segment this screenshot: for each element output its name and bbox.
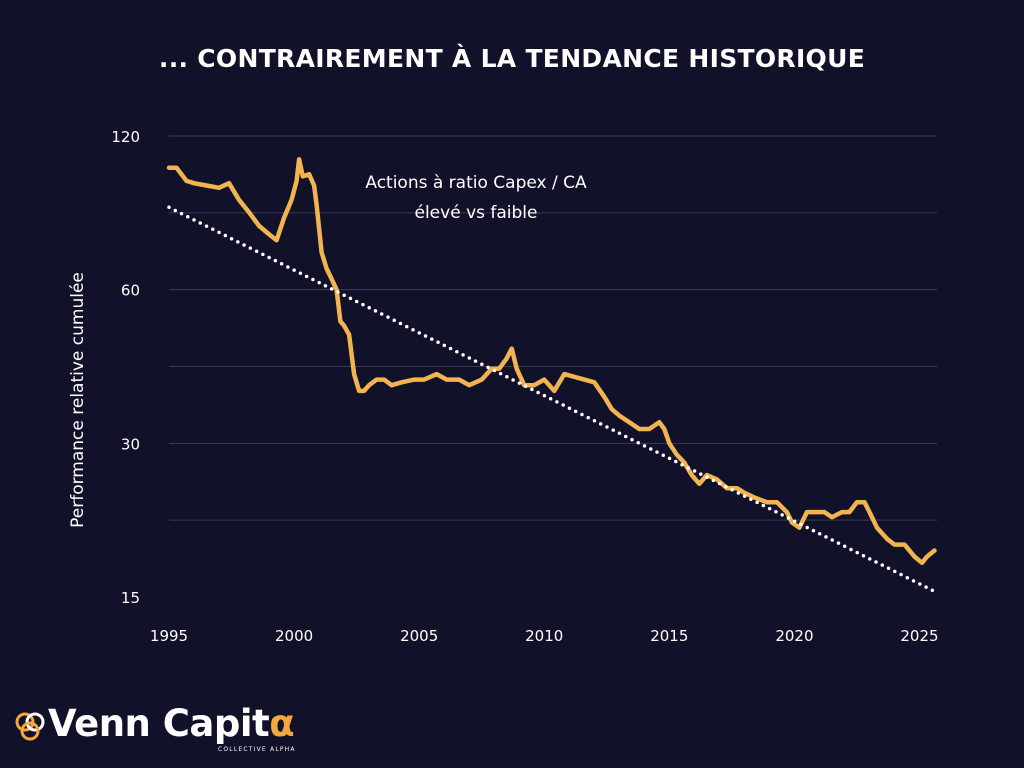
grid-lines [169,135,937,521]
chart-plot: 120 60 30 15 1995 2000 2005 2010 2015 2020 2025 P… [68,128,939,645]
x-tick-label: 2025 [900,627,938,645]
logo-wordmark: Venn Capitα [48,702,295,745]
y-tick-label: 30 [121,435,140,453]
y-tick-label: 15 [121,589,140,607]
performance-line [166,157,937,566]
y-tick-label: 60 [121,282,140,300]
x-tick-label: 2015 [650,627,688,645]
annotation-line: Actions à ratio Capex / CA [365,173,587,193]
venn-logo-icon [15,712,45,741]
y-axis-label: Performance relative cumulée [68,272,88,528]
annotation-line: élevé vs faible [415,203,538,223]
x-axis-ticks: 1995 2000 2005 2010 2015 2020 2025 [150,627,939,645]
chart-title: ... CONTRAIREMENT À LA TENDANCE HISTORIQ… [158,44,866,73]
y-axis-ticks: 120 60 30 15 [111,128,140,607]
x-tick-label: 2020 [775,627,813,645]
x-tick-label: 2005 [400,627,438,645]
x-tick-label: 1995 [150,627,188,645]
logo-tagline: COLLECTIVE ALPHA [218,746,296,753]
venn-capital-logo: Venn Capitα COLLECTIVE ALPHA [14,702,314,758]
logo-alpha: α [269,702,295,745]
series-group [166,157,939,595]
y-tick-label: 120 [111,128,140,146]
x-tick-label: 2010 [525,627,563,645]
x-tick-label: 2000 [275,627,313,645]
trend-line [167,205,939,595]
chart-annotation: Actions à ratio Capex / CA élevé vs faibl… [365,173,587,223]
